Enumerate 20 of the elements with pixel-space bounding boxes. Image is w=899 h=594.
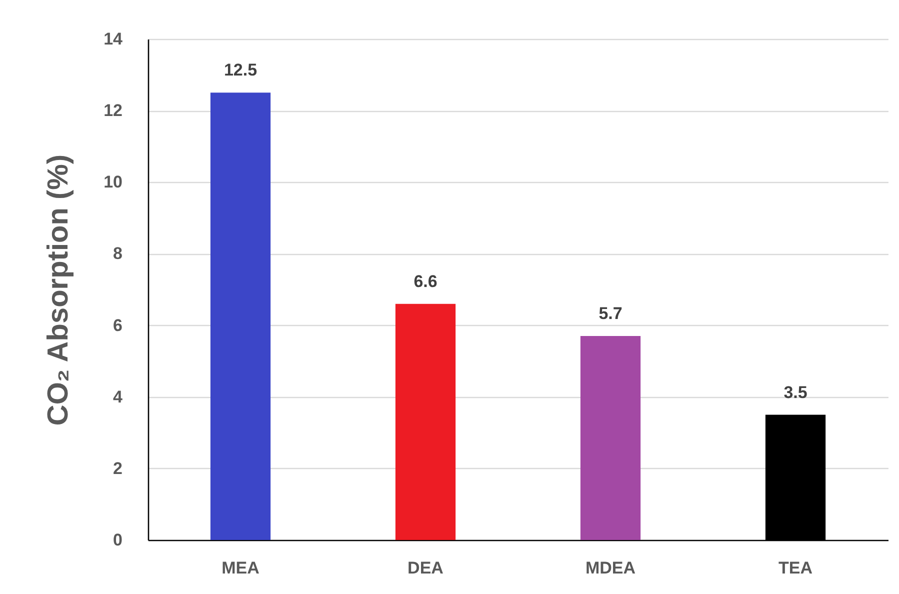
y-axis-title: CO₂ Absorption (%) — [42, 154, 75, 426]
bar — [210, 92, 271, 540]
y-tick-label: 2 — [113, 458, 122, 478]
y-tick-label: 12 — [104, 101, 122, 120]
y-tick-label: 14 — [104, 30, 124, 48]
bar — [395, 304, 456, 540]
x-tick-label: MEA — [222, 558, 260, 578]
data-label: 12.5 — [224, 60, 258, 80]
y-tick-label: 6 — [113, 316, 122, 335]
x-tick-label: TEA — [778, 558, 812, 578]
data-label: 6.6 — [414, 272, 438, 291]
x-tick-label: DEA — [408, 558, 444, 578]
data-label: 3.5 — [784, 382, 808, 402]
bar — [580, 336, 641, 540]
y-tick-label: 8 — [113, 244, 122, 264]
x-tick-label: MDEA — [585, 558, 636, 578]
y-tick-label: 0 — [113, 530, 122, 550]
y-tick-label: 10 — [104, 172, 122, 192]
y-tick-label: 4 — [113, 387, 124, 406]
data-label: 5.7 — [598, 304, 622, 324]
